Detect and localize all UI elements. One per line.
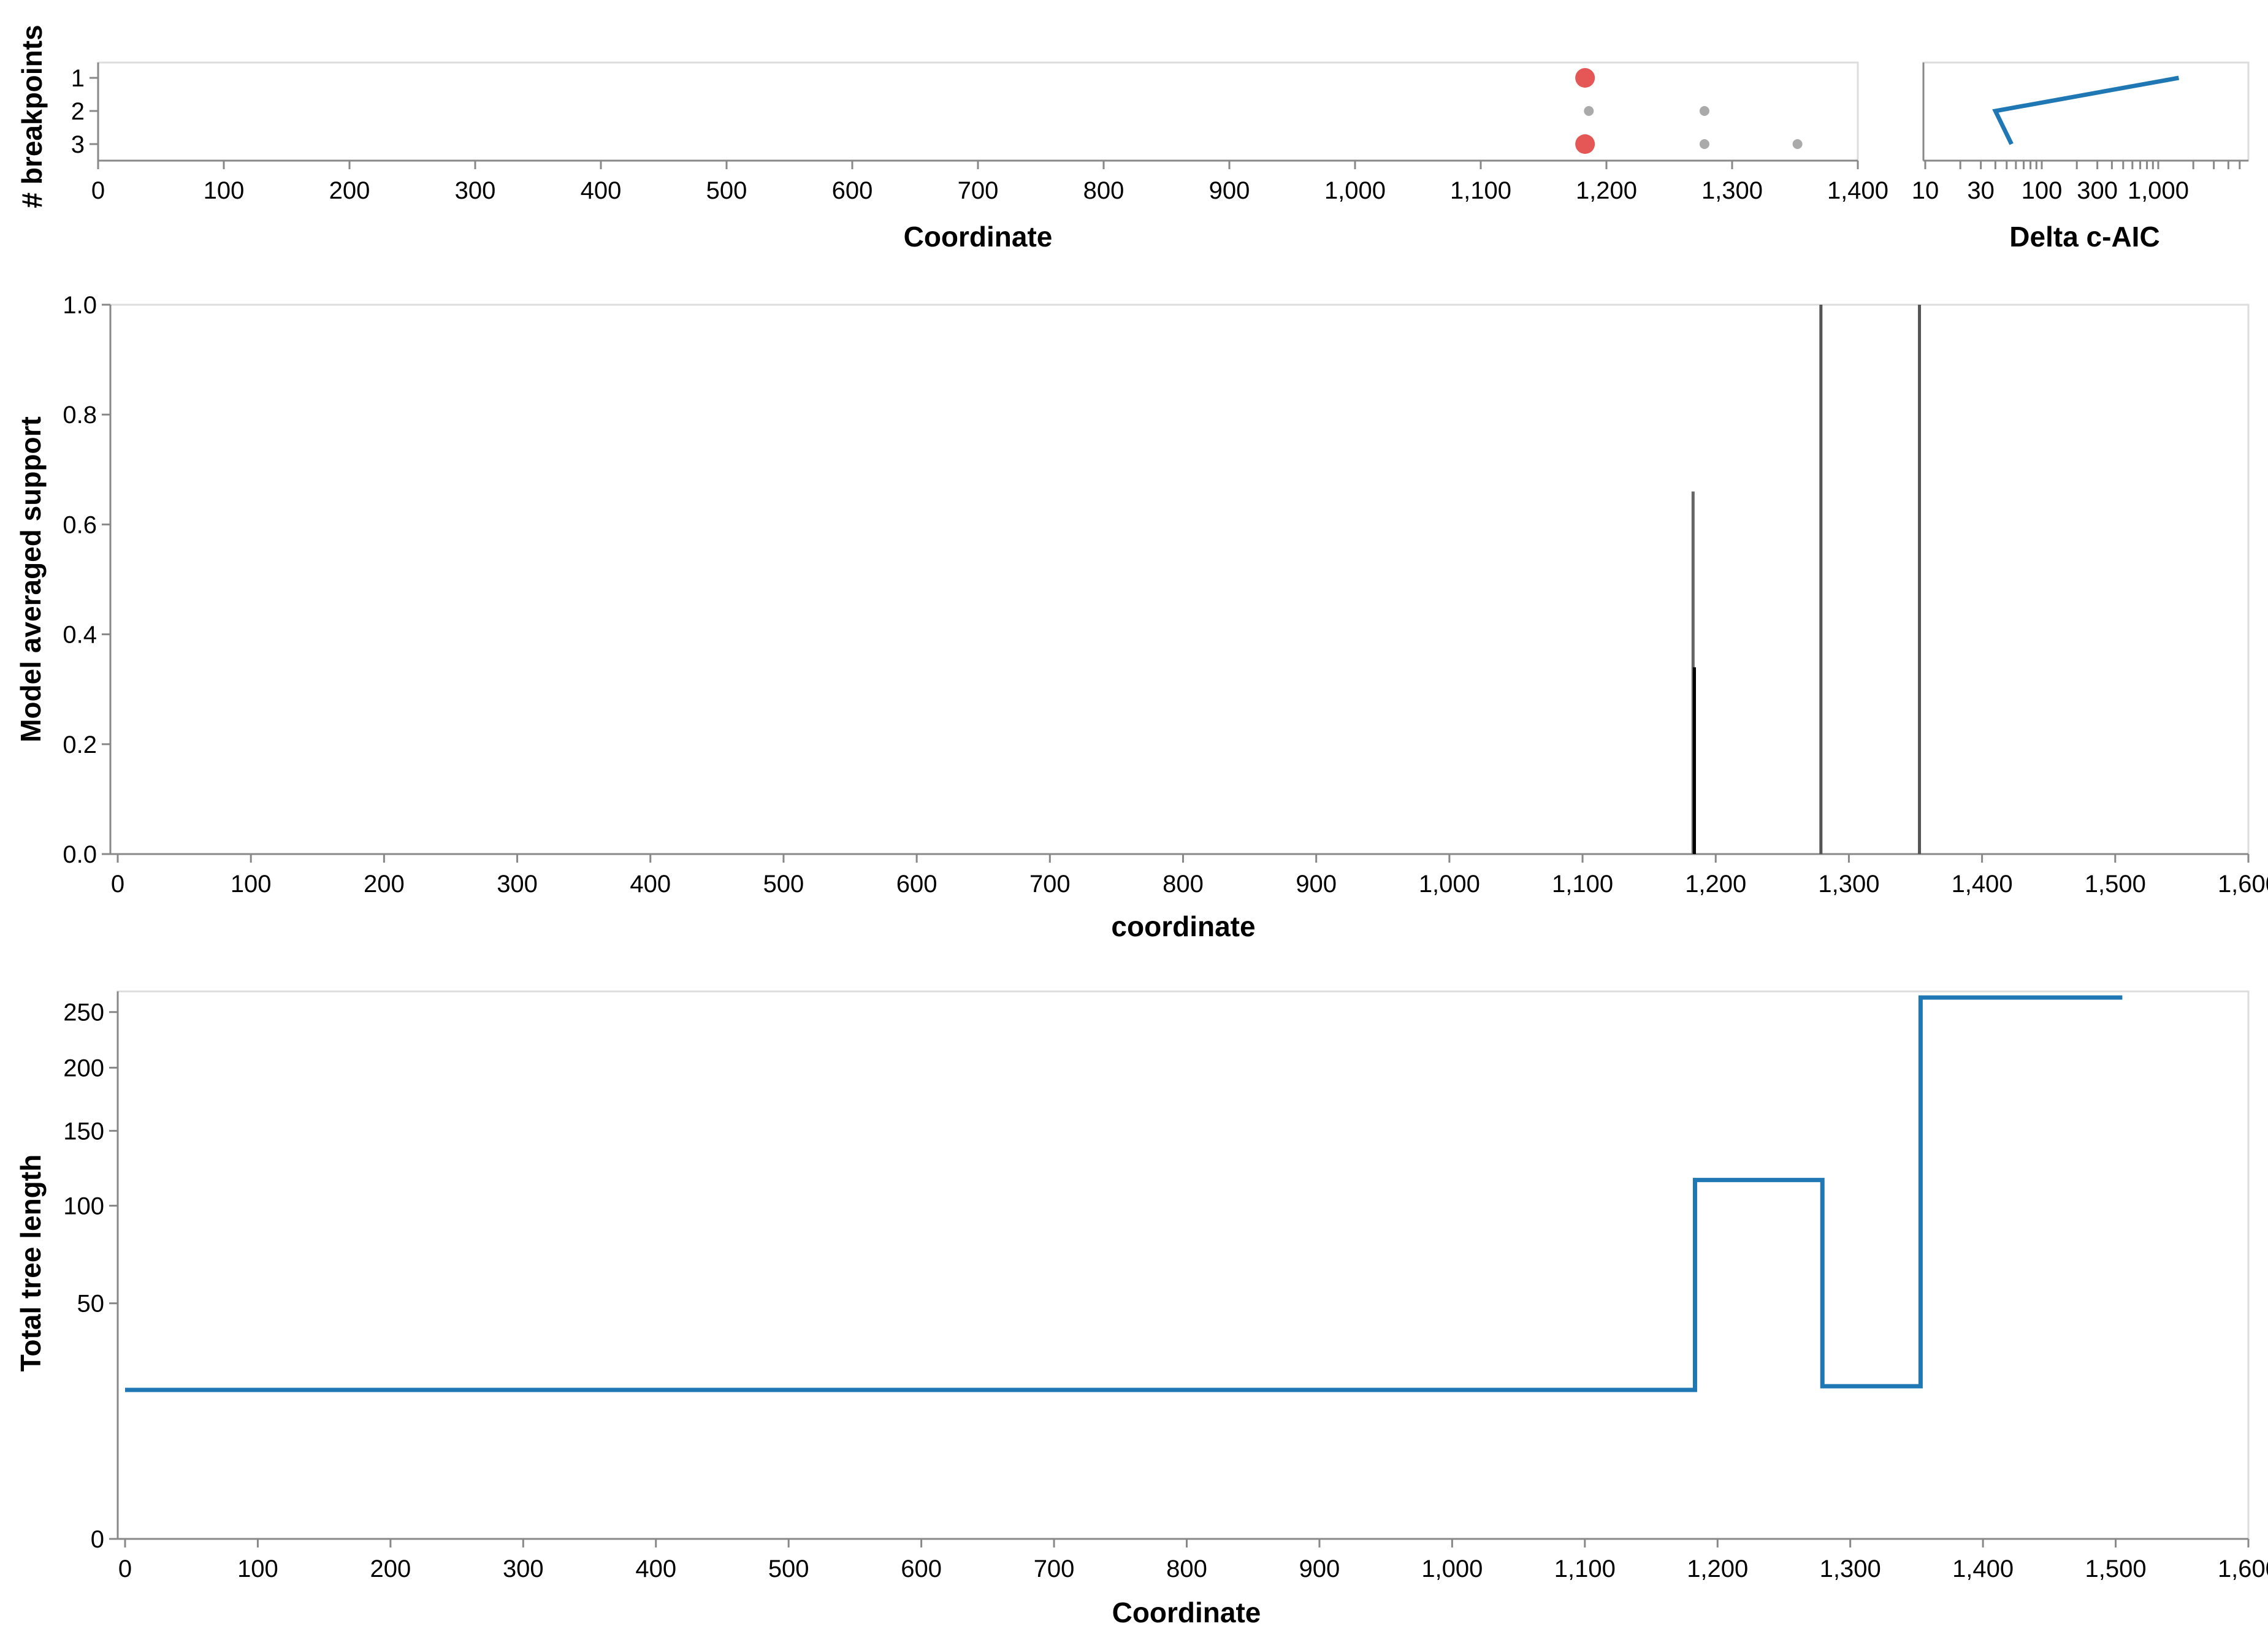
delta-caic-x-tick-label: 300 xyxy=(2077,177,2118,204)
breakpoints-x-tick-label: 0 xyxy=(91,177,105,204)
support-x-tick-label: 500 xyxy=(763,871,804,898)
tree-length-x-tick-label: 0 xyxy=(118,1555,132,1582)
support-x-tick-label: 900 xyxy=(1296,871,1337,898)
support-x-tick-label: 1,400 xyxy=(1952,871,2013,898)
breakpoints-y-tick-label: 1 xyxy=(71,65,85,92)
tree-length-y-tick-label: 250 xyxy=(63,999,104,1026)
tree-length-x-tick-label: 1,400 xyxy=(1952,1555,2014,1582)
tree-length-x-tick-label: 700 xyxy=(1034,1555,1075,1582)
support-y-tick-label: 1.0 xyxy=(63,292,97,319)
support-x-tick-label: 200 xyxy=(364,871,405,898)
tree-length-plot-frame xyxy=(116,990,2250,1540)
tree-length-y-tick-label: 100 xyxy=(63,1193,104,1220)
tree-length-x-tick-label: 500 xyxy=(768,1555,809,1582)
tree-length-x-tick-label: 1,100 xyxy=(1554,1555,1616,1582)
support-x-tick-label: 700 xyxy=(1029,871,1071,898)
breakpoints-x-tick-label: 700 xyxy=(958,177,999,204)
delta-caic-x-tick-label: 100 xyxy=(2022,177,2063,204)
support-x-tick-label: 1,300 xyxy=(1818,871,1879,898)
breakpoints-x-axis-title: Coordinate xyxy=(904,221,1053,253)
tree-length-line xyxy=(125,995,2123,1392)
breakpoint-point xyxy=(1575,68,1595,88)
tree-length-x-axis-title: Coordinate xyxy=(1112,1597,1261,1628)
support-plot-frame xyxy=(109,303,2250,855)
support-y-tick-label: 0.6 xyxy=(63,511,97,538)
breakpoints-x-tick-label: 1,400 xyxy=(1827,177,1888,204)
delta-caic-x-axis-title: Delta c-AIC xyxy=(2009,221,2159,253)
breakpoints-y-axis-title: # breakpoints xyxy=(16,25,48,208)
support-x-tick-label: 1,000 xyxy=(1419,871,1480,898)
tree-length-x-tick-label: 200 xyxy=(370,1555,411,1582)
tree-length-y-tick-label: 200 xyxy=(63,1055,104,1082)
breakpoints-x-tick-label: 800 xyxy=(1083,177,1124,204)
breakpoint-point xyxy=(1699,139,1709,149)
support-x-tick-label: 1,100 xyxy=(1552,871,1613,898)
support-y-tick-label: 0.8 xyxy=(63,402,97,429)
support-y-tick-label: 0.0 xyxy=(63,841,97,868)
support-x-tick-label: 1,600 xyxy=(2218,871,2268,898)
delta-caic-panel: 10 30 100 300 1,000 Delta c-AIC xyxy=(1912,61,2250,253)
breakpoints-x-tick-label: 200 xyxy=(329,177,370,204)
breakpoints-x-tick-label: 1,300 xyxy=(1701,177,1763,204)
breakpoint-point xyxy=(1699,106,1709,116)
tree-length-y-axis-title: Total tree length xyxy=(15,1154,47,1372)
delta-caic-x-tick-label: 30 xyxy=(1967,177,1995,204)
support-x-tick-label: 100 xyxy=(231,871,272,898)
delta-caic-plot-frame xyxy=(1922,61,2250,162)
support-x-tick-label: 400 xyxy=(630,871,671,898)
tree-length-y-tick-label: 150 xyxy=(63,1118,104,1145)
breakpoints-y-tick-label: 3 xyxy=(71,131,85,158)
support-y-tick-label: 0.4 xyxy=(63,622,97,649)
breakpoints-y-tick-label: 2 xyxy=(71,98,85,125)
support-x-tick-label: 1,500 xyxy=(2085,871,2146,898)
tree-length-x-tick-label: 1,000 xyxy=(1421,1555,1483,1582)
tree-length-x-tick-label: 1,600 xyxy=(2218,1555,2268,1582)
support-panel: 0 100 200 300 400 500 600 700 800 900 1,000 1,100 1,… xyxy=(15,292,2268,942)
support-x-tick-label: 300 xyxy=(497,871,538,898)
delta-caic-line xyxy=(1992,75,2180,145)
breakpoints-x-tick-label: 600 xyxy=(832,177,873,204)
tree-length-x-tick-label: 300 xyxy=(503,1555,544,1582)
breakpoint-point xyxy=(1575,134,1595,154)
breakpoints-x-tick-label: 1,100 xyxy=(1450,177,1511,204)
tree-length-x-tick-label: 900 xyxy=(1299,1555,1340,1582)
support-x-axis-title: coordinate xyxy=(1111,910,1255,942)
support-x-tick-label: 1,200 xyxy=(1685,871,1746,898)
tree-length-panel: 0 100 200 300 400 500 600 700 800 900 1,000 1,100 1,… xyxy=(15,990,2268,1628)
tree-length-x-tick-label: 600 xyxy=(901,1555,942,1582)
tree-length-x-tick-label: 1,300 xyxy=(1820,1555,1881,1582)
breakpoint-point xyxy=(1792,139,1803,149)
breakpoints-x-tick-label: 900 xyxy=(1209,177,1250,204)
breakpoints-x-tick-label: 300 xyxy=(455,177,496,204)
tree-length-x-tick-label: 100 xyxy=(237,1555,278,1582)
support-x-tick-label: 800 xyxy=(1163,871,1204,898)
support-y-axis-title: Model averaged support xyxy=(15,416,47,742)
breakpoints-x-tick-label: 400 xyxy=(581,177,622,204)
support-x-tick-label: 600 xyxy=(896,871,937,898)
tree-length-x-tick-label: 1,500 xyxy=(2085,1555,2147,1582)
breakpoints-x-tick-label: 1,000 xyxy=(1324,177,1386,204)
breakpoint-point xyxy=(1584,106,1594,116)
delta-caic-x-tick-label: 10 xyxy=(1912,177,1939,204)
tree-length-x-tick-label: 1,200 xyxy=(1687,1555,1748,1582)
delta-caic-x-tick-label: 1,000 xyxy=(2128,177,2189,204)
support-x-tick-label: 0 xyxy=(111,871,124,898)
support-y-tick-label: 0.2 xyxy=(63,731,97,758)
tree-length-x-tick-label: 800 xyxy=(1166,1555,1207,1582)
breakpoints-x-tick-label: 1,200 xyxy=(1576,177,1637,204)
breakpoints-panel: 0 100 200 300 400 500 600 700 800 900 1,000 1,100 1,… xyxy=(16,25,1888,253)
tree-length-y-tick-label: 50 xyxy=(77,1291,105,1318)
breakpoints-x-tick-label: 100 xyxy=(204,177,245,204)
tree-length-x-tick-label: 400 xyxy=(635,1555,676,1582)
breakpoints-x-tick-label: 500 xyxy=(706,177,747,204)
tree-length-y-tick-label: 0 xyxy=(91,1526,104,1553)
